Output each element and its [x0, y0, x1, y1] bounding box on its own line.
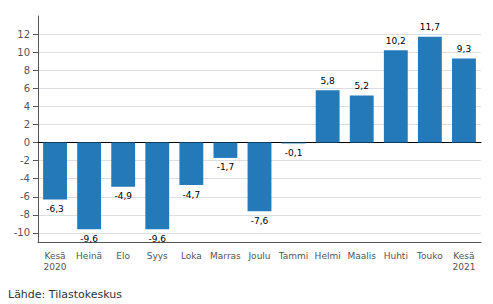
- svg-text:10,2: 10,2: [386, 36, 406, 46]
- svg-text:-9,6: -9,6: [148, 234, 166, 244]
- svg-text:-10: -10: [14, 227, 30, 238]
- svg-text:Huhti: Huhti: [384, 251, 408, 261]
- svg-text:Marras: Marras: [210, 251, 241, 261]
- svg-text:Kesä: Kesä: [44, 251, 65, 261]
- svg-text:Maalis: Maalis: [347, 251, 376, 261]
- svg-text:-4,7: -4,7: [183, 190, 201, 200]
- svg-text:-8: -8: [20, 209, 30, 220]
- svg-text:-6: -6: [20, 191, 30, 202]
- svg-text:Elo: Elo: [116, 251, 130, 261]
- svg-text:Tammi: Tammi: [278, 251, 309, 261]
- svg-text:Helmi: Helmi: [315, 251, 341, 261]
- svg-text:-4: -4: [20, 173, 30, 184]
- svg-text:8: 8: [24, 65, 30, 76]
- svg-text:-2: -2: [20, 155, 30, 166]
- svg-text:-6,3: -6,3: [46, 204, 64, 214]
- svg-text:-7,6: -7,6: [251, 216, 269, 226]
- svg-text:-0,1: -0,1: [285, 148, 303, 158]
- svg-text:Lähde: Tilastokeskus: Lähde: Tilastokeskus: [8, 288, 122, 301]
- svg-text:Syys: Syys: [147, 251, 168, 261]
- svg-text:5,2: 5,2: [355, 81, 369, 91]
- svg-text:Joulu: Joulu: [247, 251, 270, 261]
- svg-text:10: 10: [17, 47, 30, 58]
- svg-text:-1,7: -1,7: [217, 162, 235, 172]
- svg-text:Kesä: Kesä: [453, 251, 474, 261]
- svg-text:-9,6: -9,6: [80, 234, 98, 244]
- svg-text:2: 2: [24, 119, 30, 130]
- svg-text:12: 12: [17, 29, 30, 40]
- svg-text:Loka: Loka: [181, 251, 202, 261]
- svg-text:2021: 2021: [453, 262, 476, 272]
- svg-text:-4,9: -4,9: [114, 191, 132, 201]
- svg-text:0: 0: [24, 137, 30, 148]
- svg-text:6: 6: [24, 83, 30, 94]
- svg-text:9,3: 9,3: [457, 44, 471, 54]
- svg-text:11,7: 11,7: [420, 22, 440, 32]
- svg-text:2020: 2020: [44, 262, 67, 272]
- svg-text:Touko: Touko: [416, 251, 443, 261]
- svg-text:5,8: 5,8: [320, 76, 335, 86]
- svg-text:Heinä: Heinä: [76, 251, 102, 261]
- svg-text:4: 4: [24, 101, 30, 112]
